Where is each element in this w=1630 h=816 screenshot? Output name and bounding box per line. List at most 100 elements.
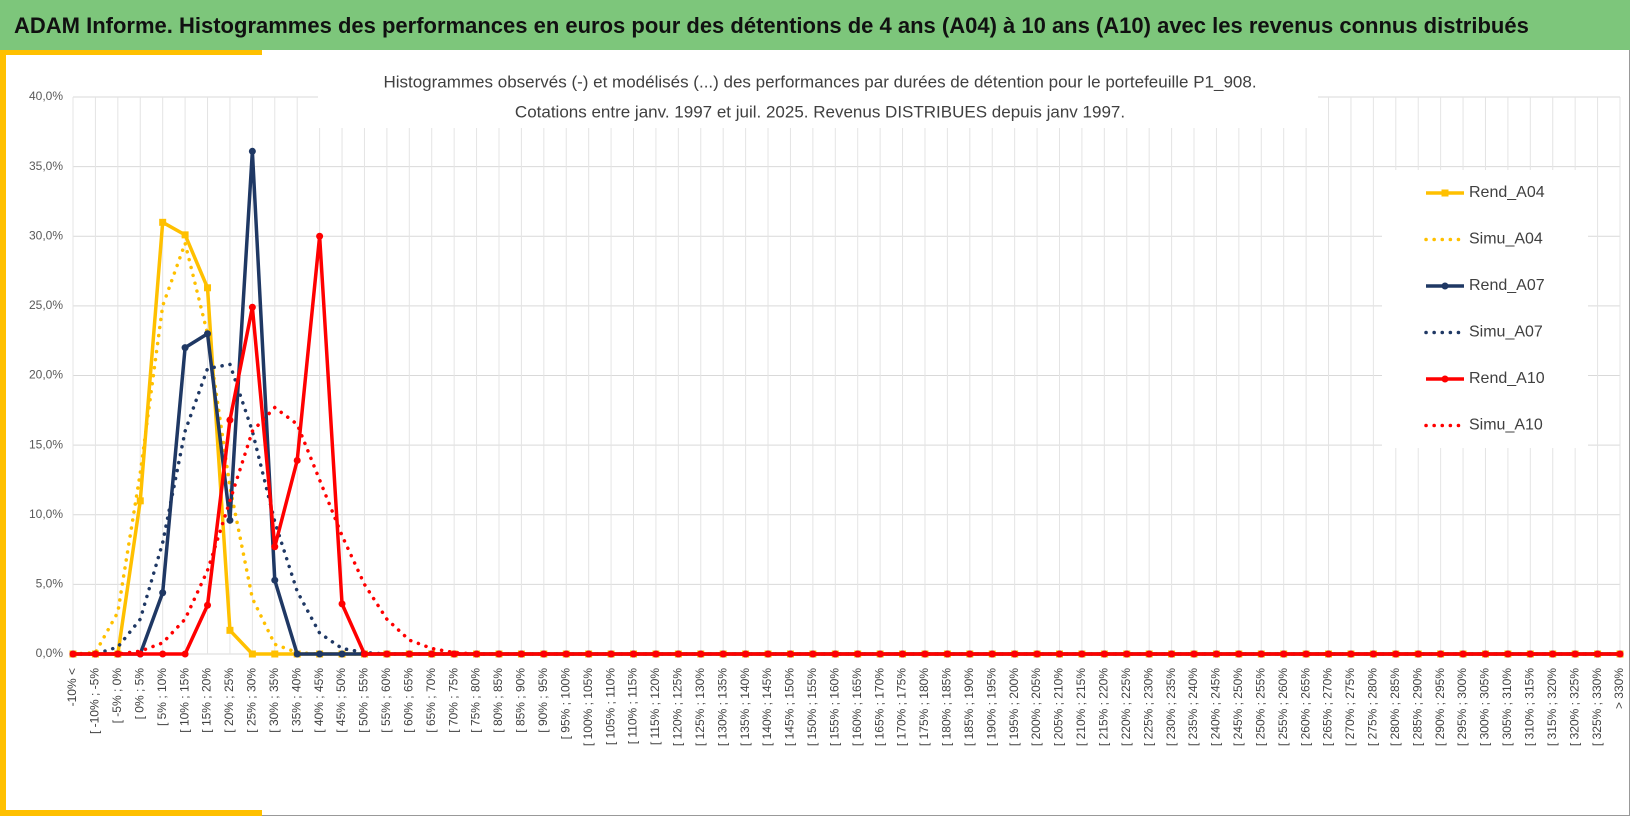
x-tick-label: [ 5% ; 10% <box>155 668 169 726</box>
x-tick-label: [ 250% ; 255% <box>1253 668 1267 746</box>
point <box>1526 650 1534 658</box>
legend-marker <box>1441 375 1449 383</box>
point <box>271 576 279 584</box>
point <box>293 456 301 464</box>
point <box>114 650 122 658</box>
x-tick-label: [ 180% ; 185% <box>940 668 954 746</box>
point <box>450 650 458 658</box>
point <box>831 650 839 658</box>
x-tick-label: [ 325% ; 330% <box>1590 668 1604 746</box>
x-tick-label: [ 60% ; 65% <box>401 668 415 733</box>
point <box>271 543 279 551</box>
point <box>854 650 862 658</box>
x-tick-label: [ 220% ; 225% <box>1119 668 1133 746</box>
y-tick-label: 5,0% <box>36 577 64 591</box>
point <box>764 650 772 658</box>
point <box>473 650 481 658</box>
y-tick-label: 15,0% <box>29 437 63 451</box>
point <box>943 650 951 658</box>
x-tick-label: [ 125% ; 130% <box>693 668 707 746</box>
point <box>136 497 144 505</box>
point <box>921 650 929 658</box>
x-tick-label: [ 160% ; 165% <box>850 668 864 746</box>
x-tick-label: [ 210% ; 215% <box>1074 668 1088 746</box>
chart-title: Histogrammes observés (-) et modélisés (… <box>383 72 1256 91</box>
x-tick-label: [ 110% ; 115% <box>626 668 640 745</box>
point <box>226 416 234 424</box>
point <box>405 650 413 658</box>
point <box>540 650 548 658</box>
point <box>742 650 750 658</box>
point <box>181 650 189 658</box>
point <box>630 650 638 658</box>
point <box>159 218 167 226</box>
x-tick-label: -10% < <box>65 668 79 706</box>
x-tick-label: [ 270% ; 275% <box>1343 668 1357 746</box>
plot <box>69 147 1624 658</box>
x-tick-label: [ 265% ; 270% <box>1321 668 1335 746</box>
point <box>652 650 660 658</box>
header-bar <box>0 0 1630 50</box>
header-title: ADAM Informe. Histogrammes des performan… <box>14 13 1529 38</box>
point <box>1235 650 1243 658</box>
x-tick-label: [ 315% ; 320% <box>1545 668 1559 746</box>
point <box>1055 650 1063 658</box>
x-tick-label: [ 100% ; 105% <box>581 668 595 746</box>
x-tick-label: [ 75% ; 80% <box>469 668 483 733</box>
accent-left <box>0 50 6 816</box>
x-tick-label: [ 195% ; 200% <box>1007 668 1021 746</box>
x-tick-label: [ 185% ; 190% <box>962 668 976 746</box>
x-tick-label: [ -10% ; -5% <box>88 668 102 734</box>
y-tick-label: 30,0% <box>29 228 63 242</box>
point <box>316 232 324 240</box>
point <box>1123 650 1131 658</box>
x-tick-label: [ 120% ; 125% <box>671 668 685 746</box>
x-tick-label: [ 55% ; 60% <box>379 668 393 733</box>
y-tick-label: 10,0% <box>29 507 63 521</box>
x-tick-label: > 330% <box>1612 668 1626 709</box>
x-tick-label: [ 260% ; 265% <box>1298 668 1312 746</box>
x-tick-label: [ 90% ; 95% <box>536 668 550 733</box>
x-tick-label: [ 295% ; 300% <box>1455 668 1469 746</box>
point <box>181 344 189 352</box>
point <box>226 626 234 634</box>
x-tick-label: [ 215% ; 220% <box>1097 668 1111 746</box>
point <box>1302 650 1310 658</box>
point <box>248 650 256 658</box>
point <box>360 650 368 658</box>
x-tick-label: [ 0% ; 5% <box>132 668 146 720</box>
point <box>966 650 974 658</box>
point <box>91 650 99 658</box>
accent-top <box>0 50 262 55</box>
x-tick-label: [ 70% ; 75% <box>446 668 460 733</box>
x-tick-label: [ 245% ; 250% <box>1231 668 1245 746</box>
x-tick-label: [ 25% ; 30% <box>245 668 259 733</box>
legend-box <box>1382 170 1588 448</box>
x-tick-label: [ 285% ; 290% <box>1410 668 1424 746</box>
x-tick-label: [ 300% ; 305% <box>1478 668 1492 746</box>
x-tick-label: [ 105% ; 110% <box>603 668 617 745</box>
x-tick-label: [ 135% ; 140% <box>738 668 752 746</box>
x-tick-label: [ 95% ; 100% <box>558 668 572 740</box>
x-tick-label: [ 240% ; 245% <box>1209 668 1223 746</box>
point <box>316 650 324 658</box>
x-tick-label: [ 310% ; 315% <box>1522 668 1536 746</box>
x-tick-label: [ 80% ; 85% <box>491 668 505 733</box>
title-bg <box>318 68 1318 128</box>
legend-marker <box>1441 282 1449 290</box>
legend-label: Rend_A10 <box>1469 370 1545 387</box>
point <box>1616 650 1624 658</box>
y-tick-label: 35,0% <box>29 159 63 173</box>
x-tick-label: [ 225% ; 230% <box>1141 668 1155 746</box>
legend-label: Simu_A10 <box>1469 417 1543 434</box>
x-tick-label: [ 65% ; 70% <box>424 668 438 733</box>
point <box>159 650 167 658</box>
point <box>271 650 279 658</box>
legend-label: Rend_A07 <box>1469 277 1545 294</box>
x-tick-label: [ 150% ; 155% <box>805 668 819 746</box>
legend-label: Simu_A04 <box>1469 231 1543 248</box>
point <box>159 589 167 597</box>
point <box>293 650 301 658</box>
